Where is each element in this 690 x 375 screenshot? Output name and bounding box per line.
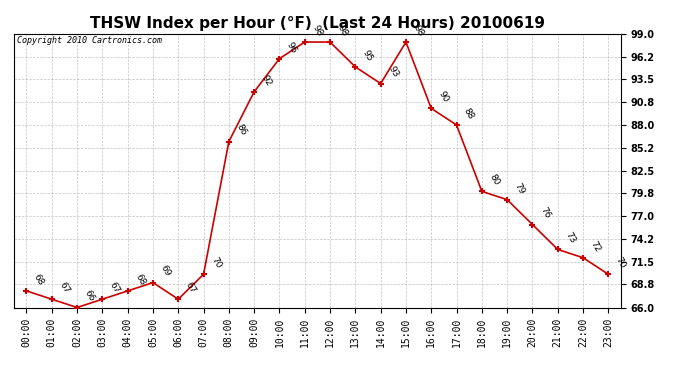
Text: 96: 96 xyxy=(285,40,299,54)
Text: 90: 90 xyxy=(437,90,451,104)
Text: 95: 95 xyxy=(361,48,375,63)
Text: 72: 72 xyxy=(589,239,602,254)
Text: 80: 80 xyxy=(487,173,501,187)
Text: 67: 67 xyxy=(184,280,197,295)
Text: 67: 67 xyxy=(57,280,71,295)
Text: 93: 93 xyxy=(386,65,400,80)
Text: 79: 79 xyxy=(513,181,526,195)
Text: 76: 76 xyxy=(538,206,551,220)
Text: Copyright 2010 Cartronics.com: Copyright 2010 Cartronics.com xyxy=(17,36,162,45)
Text: 86: 86 xyxy=(235,123,248,137)
Text: 98: 98 xyxy=(310,23,324,38)
Text: 66: 66 xyxy=(83,289,96,303)
Text: 68: 68 xyxy=(32,272,46,287)
Text: 98: 98 xyxy=(411,23,425,38)
Text: 68: 68 xyxy=(133,272,147,287)
Text: 67: 67 xyxy=(108,280,121,295)
Text: 88: 88 xyxy=(462,106,475,121)
Title: THSW Index per Hour (°F)  (Last 24 Hours) 20100619: THSW Index per Hour (°F) (Last 24 Hours)… xyxy=(90,16,545,31)
Text: 98: 98 xyxy=(335,23,349,38)
Text: 92: 92 xyxy=(259,73,273,88)
Text: 73: 73 xyxy=(563,231,577,245)
Text: 69: 69 xyxy=(159,264,172,279)
Text: 70: 70 xyxy=(614,256,627,270)
Text: 70: 70 xyxy=(209,256,223,270)
